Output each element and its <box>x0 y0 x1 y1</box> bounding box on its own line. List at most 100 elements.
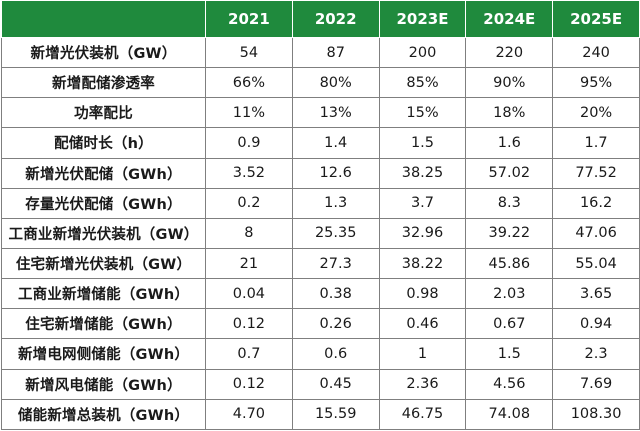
table-row: 工商业新增光伏装机（GW） 8 25.35 32.96 39.22 47.06 <box>1 217 640 249</box>
table-cell: 0.9 <box>205 127 293 159</box>
row-label: 住宅新增光伏装机（GW） <box>1 247 206 280</box>
table-cell: 85% <box>378 67 467 99</box>
table-row: 工商业新增储能（GWh） 0.04 0.38 0.98 2.03 3.65 <box>1 278 640 310</box>
row-label: 工商业新增光伏装机（GW） <box>1 217 206 249</box>
row-label: 配储时长（h） <box>1 127 206 159</box>
table-cell: 1.6 <box>465 127 554 159</box>
table-row: 新增电网侧储能（GWh） 0.7 0.6 1 1.5 2.3 <box>1 338 640 370</box>
table-cell: 15% <box>378 97 467 129</box>
row-label: 储能新增总装机（GWh） <box>1 398 206 431</box>
table-cell: 0.04 <box>205 278 293 310</box>
table-cell: 2.03 <box>465 278 554 310</box>
table-cell: 47.06 <box>552 217 640 249</box>
row-label: 新增配储渗透率 <box>1 67 206 99</box>
table-cell: 32.96 <box>378 217 467 249</box>
table-cell: 7.69 <box>552 368 640 400</box>
table-cell: 0.45 <box>291 368 380 400</box>
row-label: 存量光伏配储（GWh） <box>1 187 206 219</box>
table-row: 新增光伏装机（GW） 54 87 200 220 240 <box>1 36 640 69</box>
table-cell: 46.75 <box>378 398 467 431</box>
table-cell: 3.52 <box>205 157 293 189</box>
table-cell: 21 <box>205 247 293 280</box>
table-cell: 0.67 <box>465 308 554 340</box>
table-row: 住宅新增储能（GWh） 0.12 0.26 0.46 0.67 0.94 <box>1 308 640 340</box>
table-cell: 11% <box>205 97 293 129</box>
row-label: 新增风电储能（GWh） <box>1 368 206 400</box>
table-cell: 20% <box>552 97 640 129</box>
table-cell: 80% <box>291 67 380 99</box>
table-cell: 38.25 <box>378 157 467 189</box>
column-header: 2025E <box>552 0 640 38</box>
table-cell: 0.2 <box>205 187 293 219</box>
header-corner-cell <box>1 0 206 38</box>
table-cell: 1.3 <box>291 187 380 219</box>
table-cell: 0.12 <box>205 308 293 340</box>
table-cell: 0.38 <box>291 278 380 310</box>
table-row: 新增风电储能（GWh） 0.12 0.45 2.36 4.56 7.69 <box>1 368 640 400</box>
table-cell: 1.4 <box>291 127 380 159</box>
row-label: 新增光伏配储（GWh） <box>1 157 206 189</box>
table-cell: 90% <box>465 67 554 99</box>
table-cell: 0.12 <box>205 368 293 400</box>
table-cell: 1.5 <box>465 338 554 370</box>
table-row: 新增光伏配储（GWh） 3.52 12.6 38.25 57.02 77.52 <box>1 157 640 189</box>
table-cell: 1.7 <box>552 127 640 159</box>
table-row: 功率配比 11% 13% 15% 18% 20% <box>1 97 640 129</box>
table-row: 新增配储渗透率 66% 80% 85% 90% 95% <box>1 67 640 99</box>
row-label: 功率配比 <box>1 97 206 129</box>
table-cell: 38.22 <box>378 247 467 280</box>
table-cell: 4.56 <box>465 368 554 400</box>
row-label: 新增光伏装机（GW） <box>1 36 206 69</box>
row-label: 住宅新增储能（GWh） <box>1 308 206 340</box>
table-row: 存量光伏配储（GWh） 0.2 1.3 3.7 8.3 16.2 <box>1 187 640 219</box>
table-cell: 54 <box>205 36 293 69</box>
table-cell: 55.04 <box>552 247 640 280</box>
table-cell: 0.26 <box>291 308 380 340</box>
column-header: 2021 <box>205 0 293 38</box>
table-cell: 15.59 <box>291 398 380 431</box>
header-row: 2021 2022 2023E 2024E 2025E <box>1 0 640 38</box>
table-cell: 74.08 <box>465 398 554 431</box>
table-cell: 2.3 <box>552 338 640 370</box>
column-header: 2023E <box>378 0 467 38</box>
table-cell: 8.3 <box>465 187 554 219</box>
table-cell: 0.6 <box>291 338 380 370</box>
table-cell: 3.65 <box>552 278 640 310</box>
table-cell: 108.30 <box>552 398 640 431</box>
table-cell: 87 <box>291 36 380 69</box>
table-cell: 4.70 <box>205 398 293 431</box>
table-cell: 18% <box>465 97 554 129</box>
table-cell: 2.36 <box>378 368 467 400</box>
table-row: 储能新增总装机（GWh） 4.70 15.59 46.75 74.08 108.… <box>1 398 640 431</box>
table-cell: 220 <box>465 36 554 69</box>
table-cell: 3.7 <box>378 187 467 219</box>
table-cell: 240 <box>552 36 640 69</box>
table-cell: 8 <box>205 217 293 249</box>
column-header: 2022 <box>291 0 380 38</box>
table-cell: 95% <box>552 67 640 99</box>
table-cell: 25.35 <box>291 217 380 249</box>
table-cell: 39.22 <box>465 217 554 249</box>
table-cell: 13% <box>291 97 380 129</box>
row-label: 工商业新增储能（GWh） <box>1 278 206 310</box>
table-cell: 16.2 <box>552 187 640 219</box>
table-cell: 1 <box>378 338 467 370</box>
table-cell: 12.6 <box>291 157 380 189</box>
table-cell: 0.94 <box>552 308 640 340</box>
table-cell: 57.02 <box>465 157 554 189</box>
table-cell: 66% <box>205 67 293 99</box>
table-cell: 1.5 <box>378 127 467 159</box>
column-header: 2024E <box>465 0 554 38</box>
table-cell: 77.52 <box>552 157 640 189</box>
table-cell: 200 <box>378 36 467 69</box>
table-cell: 0.7 <box>205 338 293 370</box>
table-cell: 0.46 <box>378 308 467 340</box>
table-cell: 45.86 <box>465 247 554 280</box>
table-row: 住宅新增光伏装机（GW） 21 27.3 38.22 45.86 55.04 <box>1 247 640 280</box>
table-cell: 27.3 <box>291 247 380 280</box>
table-row: 配储时长（h） 0.9 1.4 1.5 1.6 1.7 <box>1 127 640 159</box>
row-label: 新增电网侧储能（GWh） <box>1 338 206 370</box>
table-cell: 0.98 <box>378 278 467 310</box>
